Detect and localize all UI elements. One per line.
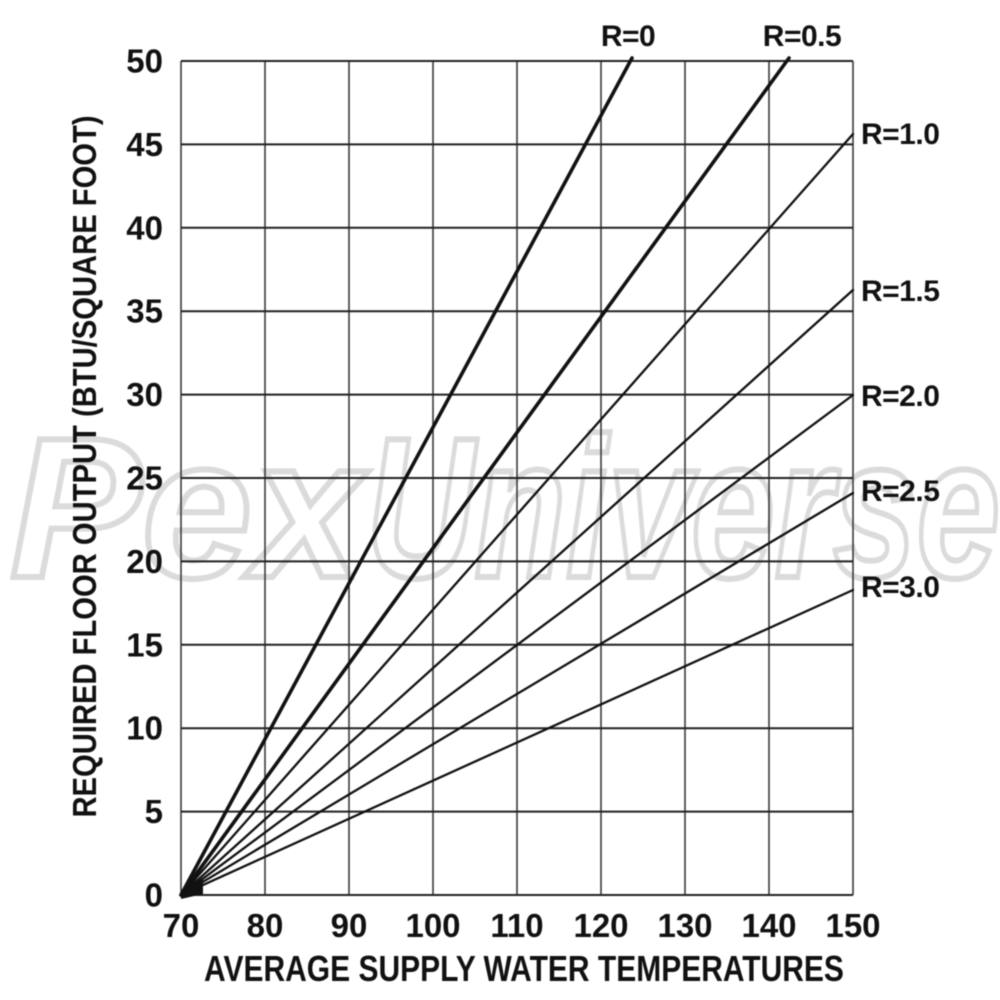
svg-text:REQUIRED FLOOR OUTPUT (BTU/SQU: REQUIRED FLOOR OUTPUT (BTU/SQUARE FOOT)	[66, 115, 103, 817]
svg-text:5: 5	[145, 793, 163, 830]
svg-text:140: 140	[741, 907, 796, 944]
svg-text:100: 100	[405, 907, 460, 944]
svg-text:40: 40	[126, 209, 163, 246]
svg-text:15: 15	[126, 626, 163, 663]
svg-text:150: 150	[825, 907, 880, 944]
svg-text:120: 120	[573, 907, 628, 944]
svg-text:R=0.5: R=0.5	[763, 20, 841, 53]
svg-text:R=1.5: R=1.5	[861, 275, 939, 308]
svg-text:70: 70	[163, 907, 200, 944]
svg-text:Universe: Universe	[366, 397, 1000, 620]
svg-text:0: 0	[145, 877, 163, 914]
svg-text:30: 30	[126, 376, 163, 413]
svg-text:10: 10	[126, 710, 163, 747]
svg-text:130: 130	[657, 907, 712, 944]
svg-text:50: 50	[126, 43, 163, 80]
svg-text:110: 110	[490, 907, 543, 944]
svg-text:90: 90	[331, 907, 368, 944]
svg-text:Pex: Pex	[10, 397, 369, 620]
svg-text:AVERAGE SUPPLY WATER TEMPERATU: AVERAGE SUPPLY WATER TEMPERATURES	[204, 949, 844, 989]
svg-text:45: 45	[126, 126, 163, 163]
svg-text:35: 35	[126, 293, 163, 330]
svg-text:R=2.5: R=2.5	[861, 475, 939, 508]
svg-text:R=0: R=0	[601, 20, 655, 53]
svg-text:R=1.0: R=1.0	[861, 118, 939, 151]
svg-text:80: 80	[247, 907, 284, 944]
svg-text:R=3.0: R=3.0	[861, 571, 939, 604]
svg-text:25: 25	[126, 460, 163, 497]
svg-text:R=2.0: R=2.0	[861, 380, 939, 413]
svg-text:20: 20	[126, 543, 163, 580]
